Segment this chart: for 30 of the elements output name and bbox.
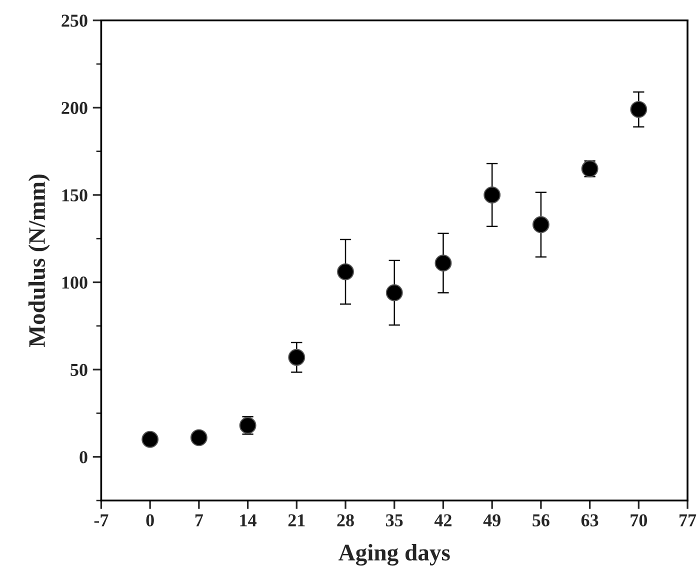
x-tick-label: 56 (532, 514, 550, 526)
x-tick-label: -7 (94, 514, 108, 526)
y-tick-label: 50 (70, 364, 88, 376)
x-tick-label: 0 (146, 514, 154, 526)
point (484, 186, 501, 204)
x-tick-label: 35 (386, 514, 403, 526)
x-tick-label: 77 (680, 514, 696, 526)
x-tick-label: 49 (483, 514, 500, 526)
y-tick-label: 100 (62, 276, 88, 289)
x-tick-label: 42 (434, 514, 452, 526)
y-tick-label: 200 (62, 102, 88, 114)
point (142, 430, 159, 448)
point (288, 348, 306, 366)
point (532, 216, 550, 234)
y-tick-label: 150 (62, 189, 88, 202)
point (434, 254, 452, 272)
point (337, 263, 354, 280)
x-tick-label: 14 (240, 514, 256, 526)
y-tick-label: 0 (80, 451, 88, 464)
point (190, 429, 208, 446)
y-tick-label: 250 (62, 14, 88, 27)
x-tick-label: 7 (195, 514, 204, 526)
point (630, 100, 648, 118)
y-axis-title: Modulus (N/mm) (28, 174, 50, 347)
x-tick-label: 70 (630, 514, 648, 526)
point (386, 284, 403, 302)
x-axis-title: Aging days (338, 544, 450, 566)
x-tick-label: 21 (288, 514, 305, 526)
x-tick-label: 63 (581, 514, 598, 526)
x-tick-label: 28 (337, 514, 354, 526)
